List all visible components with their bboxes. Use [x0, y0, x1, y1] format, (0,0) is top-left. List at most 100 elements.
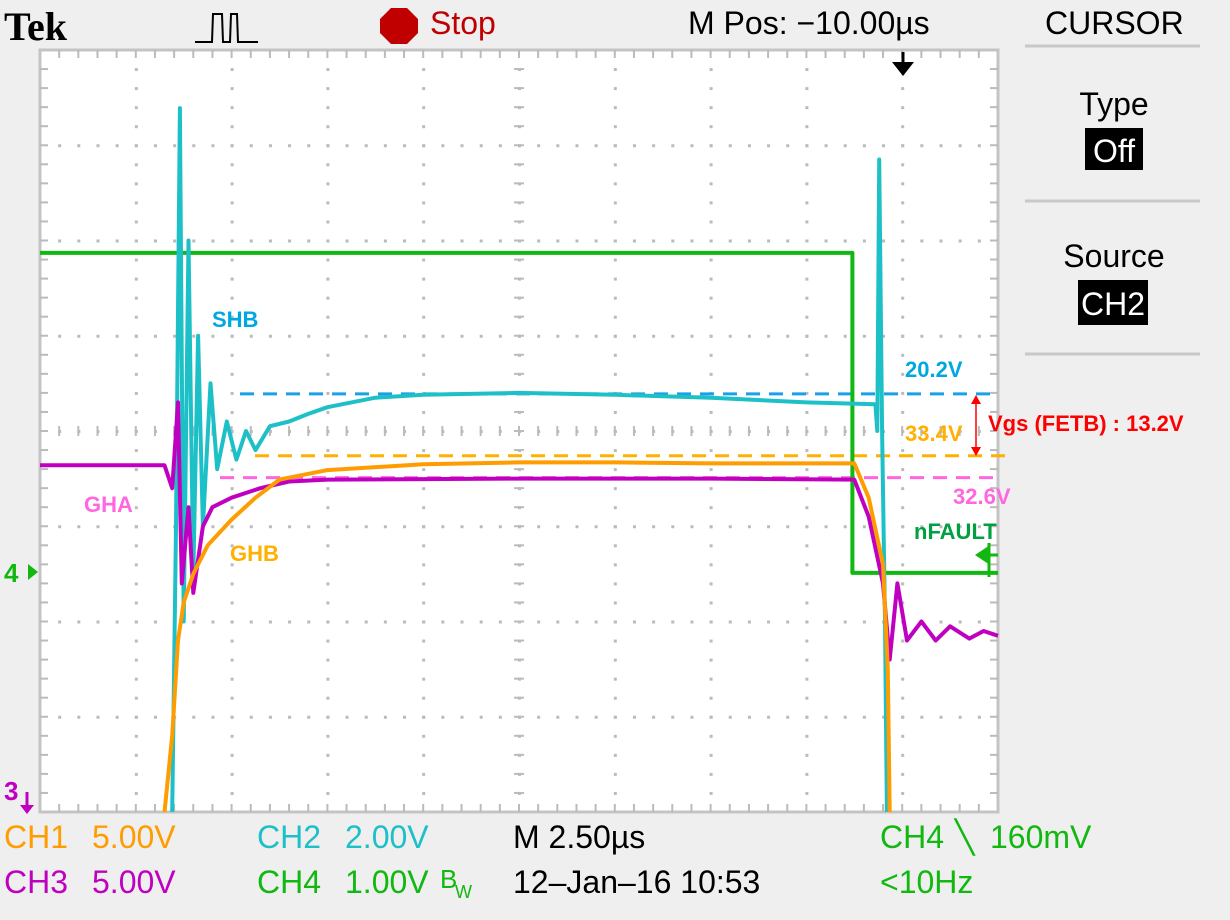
ch1-name[interactable]: CH1: [4, 819, 68, 855]
grid-dot: [134, 144, 138, 148]
ch4-name[interactable]: CH4: [257, 864, 321, 900]
grid-dot: [843, 144, 847, 148]
grid-dot: [134, 487, 138, 491]
grid-dot: [901, 315, 905, 319]
grid-dot: [422, 182, 426, 186]
grid-dot: [824, 144, 828, 148]
grid-dot: [709, 639, 713, 643]
grid-dot: [805, 715, 809, 719]
grid-dot: [326, 144, 330, 148]
grid-dot: [134, 201, 138, 205]
grid-dot: [268, 334, 272, 338]
grid-dot: [441, 144, 445, 148]
grid-dot: [613, 315, 617, 319]
grid-dot: [805, 449, 809, 453]
grid-dot: [613, 68, 617, 72]
grid-dot: [173, 334, 177, 338]
grid-dot: [249, 239, 253, 243]
grid-dot: [115, 144, 119, 148]
grid-dot: [709, 525, 713, 529]
grid-dot: [134, 715, 138, 719]
grid-dot: [613, 506, 617, 510]
trigger-level-marker[interactable]: [975, 543, 998, 577]
grid-dot: [326, 334, 330, 338]
grid-dot: [115, 620, 119, 624]
grid-dot: [939, 334, 943, 338]
grid-dot: [939, 144, 943, 148]
trigger-frequency: <10Hz: [880, 864, 973, 900]
grid-dot: [422, 658, 426, 662]
grid-dot: [690, 715, 694, 719]
grid-dot: [441, 334, 445, 338]
grid-dot: [824, 525, 828, 529]
grid-dot: [901, 106, 905, 110]
grid-dot: [594, 239, 598, 243]
grid-dot: [192, 144, 196, 148]
grid-dot: [326, 449, 330, 453]
grid-dot: [422, 487, 426, 491]
grid-dot: [134, 106, 138, 110]
grid-dot: [613, 582, 617, 586]
grid-dot: [747, 239, 751, 243]
grid-dot: [805, 506, 809, 510]
grid-dot: [805, 106, 809, 110]
grid-dot: [326, 601, 330, 605]
grid-dot: [498, 239, 502, 243]
grid-dot: [230, 544, 234, 548]
grid-dot: [613, 239, 617, 243]
ch4-ground-marker[interactable]: 4: [4, 558, 38, 588]
grid-dot: [422, 201, 426, 205]
grid-dot: [709, 449, 713, 453]
grid-dot: [422, 620, 426, 624]
grid-dot: [901, 715, 905, 719]
grid-dot: [422, 220, 426, 224]
grid-dot: [690, 239, 694, 243]
grid-dot: [958, 144, 962, 148]
grid-dot: [230, 753, 234, 757]
grid-dot: [249, 334, 253, 338]
grid-dot: [422, 163, 426, 167]
grid-dot: [613, 372, 617, 376]
grid-dot: [805, 201, 809, 205]
gha-label: GHA: [84, 492, 133, 517]
grid-dot: [422, 525, 426, 529]
grid-dot: [671, 239, 675, 243]
grid-dot: [920, 334, 924, 338]
ch2-name[interactable]: CH2: [257, 819, 321, 855]
grid-dot: [230, 677, 234, 681]
menu-item-source[interactable]: Source CH2: [1063, 238, 1165, 325]
grid-dot: [403, 239, 407, 243]
trigger-position-marker[interactable]: [892, 52, 914, 76]
grid-dot: [268, 620, 272, 624]
grid-dot: [901, 258, 905, 262]
grid-dot: [901, 296, 905, 300]
grid-dot: [843, 334, 847, 338]
grid-dot: [575, 525, 579, 529]
menu-item-type[interactable]: Type Off: [1079, 86, 1149, 170]
grid-dot: [824, 715, 828, 719]
grid-dot: [575, 334, 579, 338]
grid-dot: [326, 544, 330, 548]
grid-dot: [920, 239, 924, 243]
grid-dot: [709, 544, 713, 548]
grid-dot: [460, 715, 464, 719]
grid-dot: [326, 715, 330, 719]
grid-dot: [939, 715, 943, 719]
grid-dot: [613, 201, 617, 205]
grid-dot: [192, 620, 196, 624]
grid-dot: [690, 334, 694, 338]
ch3-name[interactable]: CH3: [4, 864, 68, 900]
grid-dot: [709, 696, 713, 700]
grid-dot: [345, 334, 349, 338]
grid-dot: [652, 239, 656, 243]
ch3-ground-marker[interactable]: 3: [4, 776, 34, 814]
grid-dot: [230, 487, 234, 491]
grid-dot: [767, 334, 771, 338]
grid-dot: [364, 144, 368, 148]
grid-dot: [307, 144, 311, 148]
grid-dot: [556, 239, 560, 243]
grid-dot: [901, 563, 905, 567]
trace-gha: [40, 400, 999, 662]
grid-dot: [422, 582, 426, 586]
grid-dot: [767, 620, 771, 624]
